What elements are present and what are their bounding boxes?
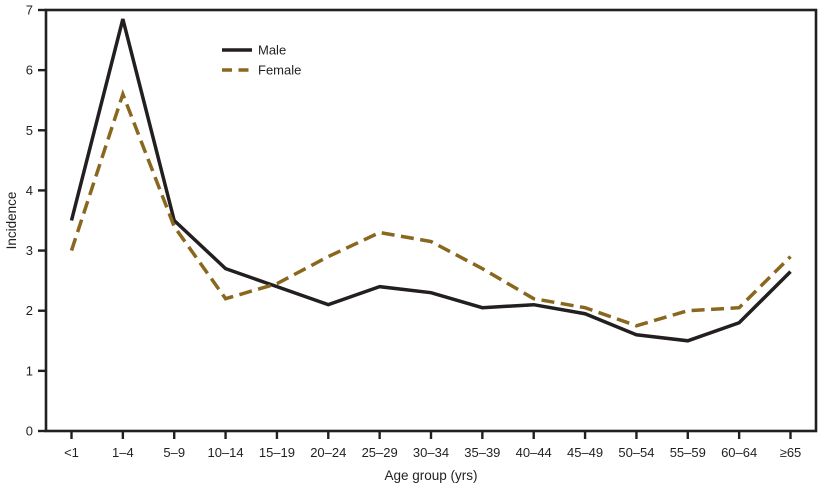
x-tick-label: <1: [64, 445, 79, 460]
x-tick-label: 10–14: [207, 445, 243, 460]
x-tick-label: 45–49: [567, 445, 603, 460]
y-tick-label: 7: [26, 3, 33, 18]
x-tick-label: 20–24: [310, 445, 346, 460]
y-tick-label: 5: [26, 123, 33, 138]
y-axis-title: Incidence: [4, 192, 19, 250]
y-tick-label: 0: [26, 424, 33, 439]
y-tick-label: 3: [26, 243, 33, 258]
x-tick-label: 1–4: [112, 445, 134, 460]
y-tick-label: 6: [26, 63, 33, 78]
x-tick-label: 60–64: [721, 445, 757, 460]
x-tick-label: 30–34: [413, 445, 449, 460]
x-tick-label: 35–39: [464, 445, 500, 460]
x-tick-label: 50–54: [618, 445, 654, 460]
x-tick-label: 5–9: [163, 445, 185, 460]
legend-female-label: Female: [258, 63, 301, 78]
x-tick-label: 55–59: [670, 445, 706, 460]
x-tick-label: 15–19: [259, 445, 295, 460]
male-line: [69, 18, 792, 343]
y-tick-label: 1: [26, 363, 33, 378]
x-tick-label: 25–29: [362, 445, 398, 460]
x-tick-label: ≥65: [780, 445, 802, 460]
female-line: [69, 89, 792, 328]
y-tick-label: 2: [26, 303, 33, 318]
plot-border: [44, 8, 818, 433]
y-tick-label: 4: [26, 183, 33, 198]
legend: Male Female: [222, 43, 301, 78]
legend-male-label: Male: [258, 43, 286, 58]
x-tick-label: 40–44: [516, 445, 552, 460]
x-axis-title: Age group (yrs): [384, 468, 477, 483]
